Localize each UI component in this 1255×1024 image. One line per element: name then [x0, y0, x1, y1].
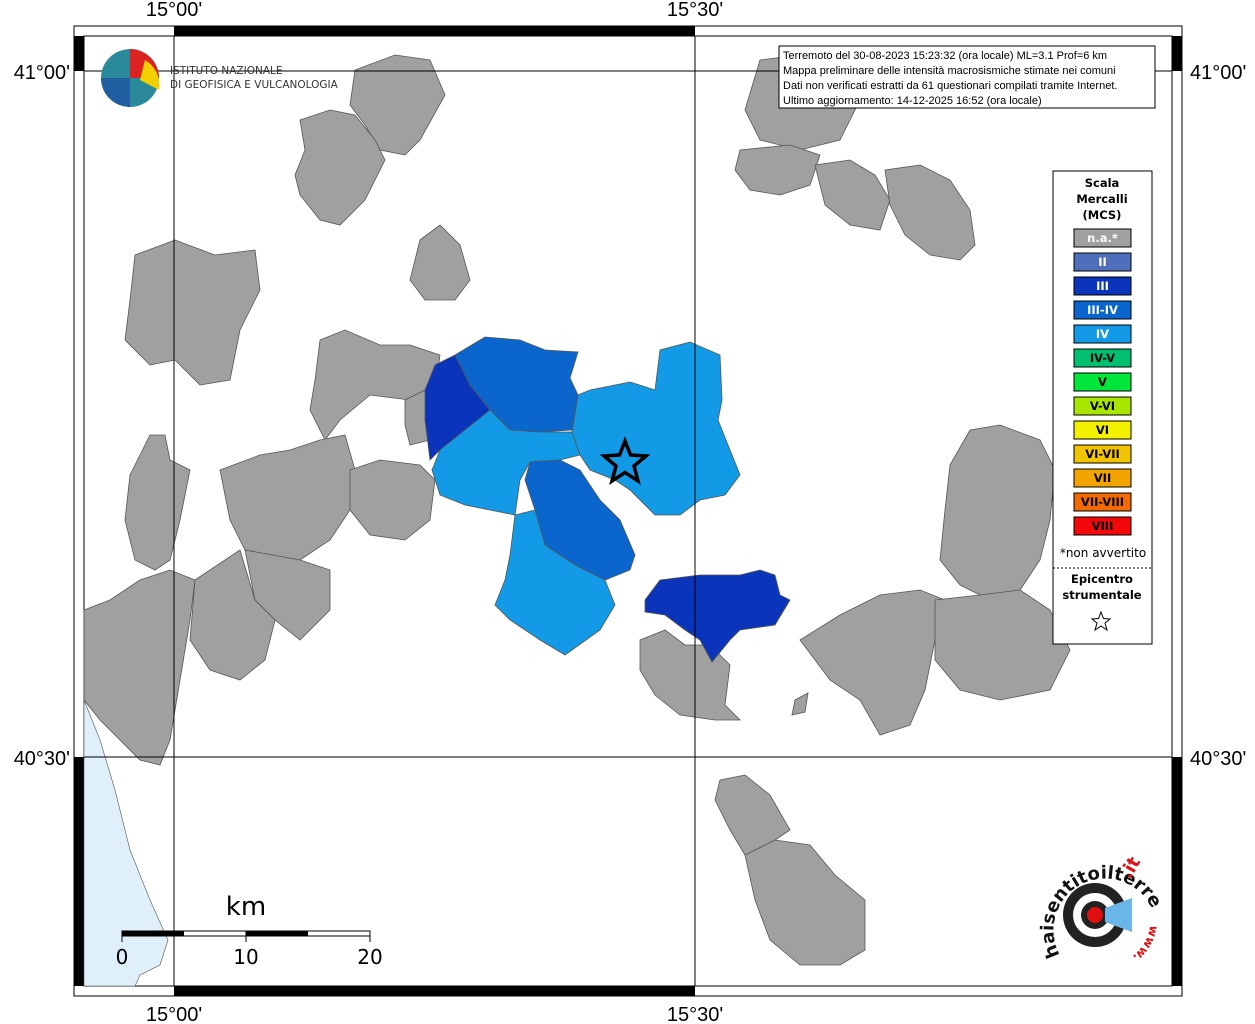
- municipality: [744, 839, 866, 966]
- lat-label: 41°00': [14, 62, 70, 84]
- scale-bar: km 0 10 20: [116, 892, 383, 969]
- legend-swatch: [1073, 276, 1132, 296]
- scale-unit: km: [226, 892, 266, 922]
- scale-segment: [246, 931, 308, 936]
- municipality: [494, 509, 616, 656]
- frame-bar: [74, 757, 84, 986]
- lat-label: 40°30': [14, 748, 70, 770]
- legend-swatch: [1073, 324, 1132, 344]
- info-text: Dati non verificati estratti da 61 quest…: [783, 80, 1117, 92]
- scale-label: 10: [233, 945, 258, 969]
- logo-segment: [101, 78, 130, 107]
- frame-bar: [174, 26, 695, 36]
- frame-bar: [1172, 36, 1182, 71]
- legend-epicenter: strumentale: [1062, 588, 1141, 602]
- municipality: [409, 224, 471, 301]
- frame-bar: [74, 36, 84, 71]
- legend: Scala Mercalli (MCS) *non avvertito Epic…: [1052, 170, 1153, 645]
- lon-label: 15°00': [146, 1004, 202, 1024]
- legend-swatch: [1073, 372, 1132, 392]
- info-text: Mappa preliminare delle intensità macros…: [783, 65, 1116, 77]
- lon-label: 15°30': [667, 0, 723, 21]
- legend-title: Mercalli: [1076, 192, 1127, 206]
- watermark-beam: [1105, 898, 1132, 932]
- ingv-logo: ISTITUTO NAZIONALE DI GEOFISICA E VULCAN…: [101, 49, 339, 107]
- legend-label: V-VI: [1090, 399, 1115, 413]
- lat-label: 41°00': [1190, 62, 1246, 84]
- municipality: [349, 459, 436, 541]
- legend-label: VI-VII: [1085, 447, 1120, 461]
- frame-bar: [174, 986, 695, 996]
- municipality: [799, 589, 946, 736]
- lon-label: 15°00': [146, 0, 202, 21]
- municipality: [124, 239, 261, 386]
- municipality: [934, 589, 1071, 701]
- municipality: [884, 164, 976, 261]
- municipality: [404, 389, 431, 446]
- legend-title: Scala: [1085, 176, 1120, 190]
- legend-star: [1090, 610, 1112, 632]
- legend-label: II: [1098, 255, 1107, 269]
- legend-swatch: [1073, 300, 1132, 320]
- legend-swatch: [1073, 468, 1132, 488]
- legend-swatch: [1073, 420, 1132, 440]
- municipality: [734, 144, 821, 196]
- municipality: [349, 54, 446, 156]
- legend-swatch: [1073, 516, 1132, 536]
- legend-label: VII: [1094, 471, 1111, 485]
- legend-label: VIII: [1092, 519, 1114, 533]
- municipality: [431, 409, 581, 516]
- scale-segment: [122, 931, 184, 936]
- municipality: [814, 159, 891, 231]
- municipality: [294, 109, 386, 226]
- logo-text: DI GEOFISICA E VULCANOLOGIA: [170, 79, 339, 91]
- info-text: Ultimo aggiornamento: 14-12-2025 16:52 (…: [783, 95, 1042, 107]
- legend-title: (MCS): [1083, 208, 1122, 222]
- info-box: [778, 45, 1156, 109]
- legend-note: *non avvertito: [1060, 546, 1146, 560]
- info-text: Terremoto del 30-08-2023 15:23:32 (ora l…: [783, 50, 1107, 62]
- legend-label: III-IV: [1087, 303, 1118, 317]
- epicenter: [599, 436, 651, 485]
- logo-text: ISTITUTO NAZIONALE: [170, 65, 283, 77]
- lon-label: 15°30': [667, 1004, 723, 1024]
- scale-label: 0: [116, 945, 129, 969]
- legend-label: VI: [1096, 423, 1109, 437]
- sea: [83, 699, 169, 987]
- legend-swatch: [1073, 444, 1132, 464]
- legend-swatch: [1073, 252, 1132, 272]
- watermark-core: [1087, 907, 1103, 923]
- municipality: [189, 549, 276, 681]
- municipality: [83, 569, 196, 766]
- scale-label: 20: [357, 945, 382, 969]
- frame-bar: [1172, 757, 1182, 986]
- legend-label: V: [1098, 375, 1107, 389]
- legend-label: n.a.*: [1087, 231, 1118, 245]
- legend-swatch: [1073, 492, 1132, 512]
- lat-label: 40°30': [1190, 748, 1246, 770]
- legend-label: VII-VIII: [1081, 495, 1124, 509]
- legend-swatch: [1073, 396, 1132, 416]
- legend-swatch: [1073, 348, 1132, 368]
- legend-swatch: [1073, 228, 1132, 248]
- legend-label: III: [1096, 279, 1109, 293]
- municipality: [644, 569, 791, 663]
- legend-label: IV-V: [1090, 351, 1115, 365]
- logo-segment: [140, 60, 160, 90]
- legend-epicenter: Epicentro: [1071, 572, 1133, 586]
- municipality: [791, 692, 809, 716]
- municipalities: [83, 54, 1071, 966]
- legend-label: IV: [1096, 327, 1109, 341]
